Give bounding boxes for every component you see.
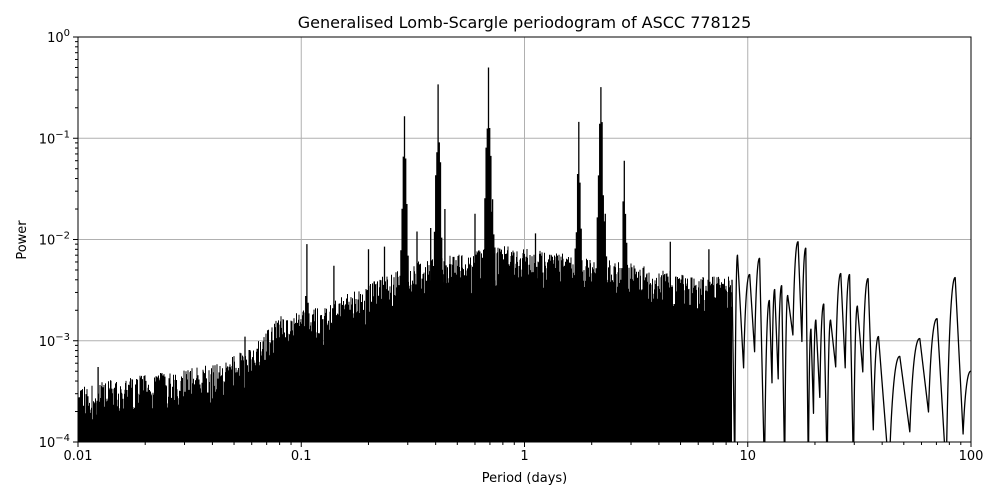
y-axis-label: Power (15, 220, 30, 260)
y-axis-ticks: 10−4 10−3 10−2 10−1 100 (39, 28, 78, 451)
power-series-line (78, 67, 971, 442)
x-tick-label: 0.01 (64, 449, 93, 464)
y-tick-label: 10−3 (39, 332, 70, 350)
y-tick-label: 10−1 (39, 129, 70, 147)
x-tick-label: 0.1 (291, 449, 312, 464)
x-tick-label: 10 (739, 449, 756, 464)
x-axis-ticks: 0.01 0.1 1 10 100 (64, 442, 984, 464)
x-tick-label: 1 (520, 449, 528, 464)
periodogram-peaks (96, 67, 714, 442)
y-tick-label: 100 (47, 28, 70, 46)
y-tick-label: 10−4 (39, 433, 70, 451)
y-tick-label: 10−2 (39, 231, 70, 249)
chart-title: Generalised Lomb-Scargle periodogram of … (298, 13, 752, 32)
long-period-lobes (731, 241, 971, 442)
x-axis-label: Period (days) (482, 471, 568, 486)
x-tick-label: 100 (959, 449, 984, 464)
